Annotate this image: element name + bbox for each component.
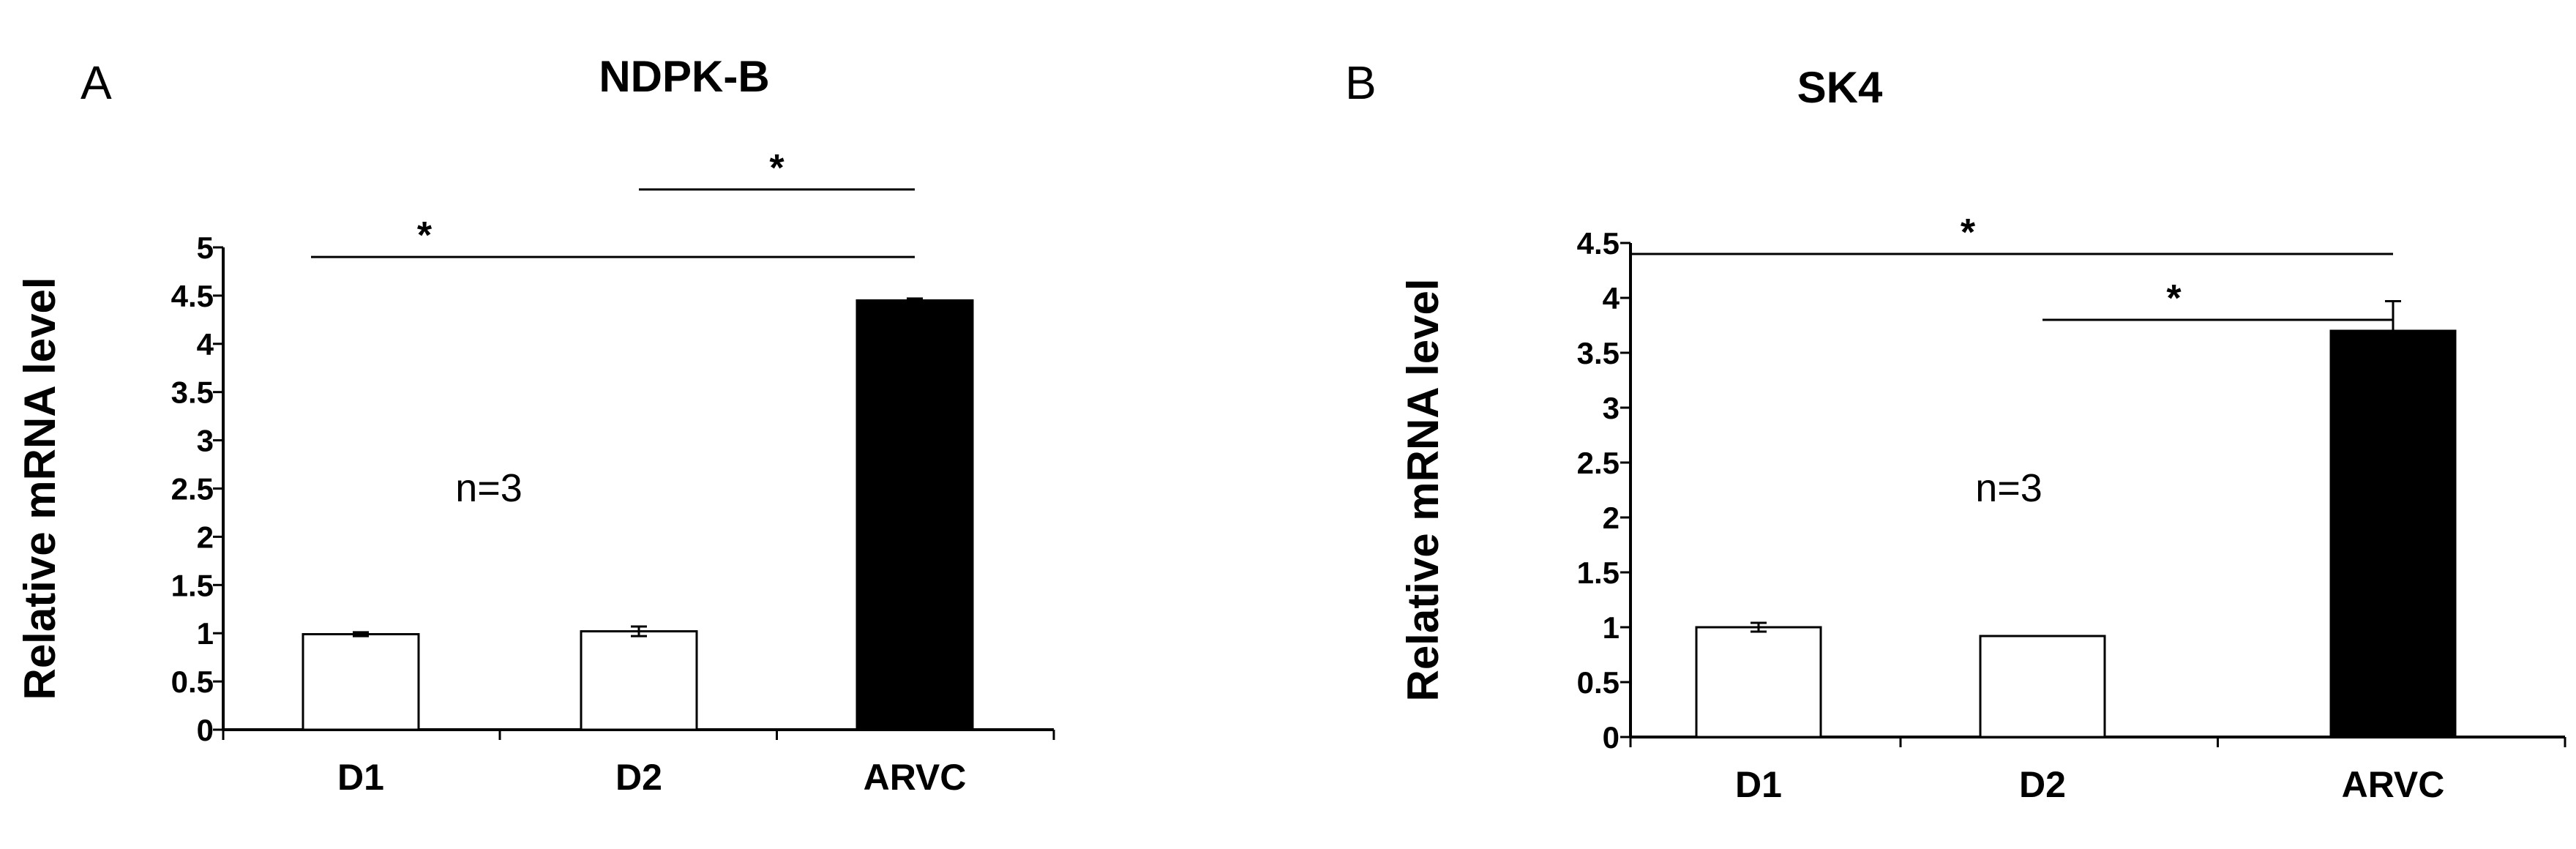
panel-label: A	[80, 56, 112, 109]
y-tick-label: 3.5	[171, 375, 214, 410]
bar-d1	[1695, 626, 1822, 738]
significance-star: *	[1961, 212, 1976, 254]
y-tick-label: 0	[1603, 720, 1620, 755]
x-tick-label-d1: D1	[1735, 764, 1782, 805]
x-tick-label-arvc: ARVC	[2342, 764, 2445, 805]
bar-d1	[302, 633, 420, 731]
sample-size-annotation: n=3	[1975, 466, 2043, 510]
x-tick-label-arvc: ARVC	[864, 757, 967, 798]
y-tick-label: 1.5	[1577, 556, 1620, 590]
y-tick-label: 5	[197, 231, 214, 265]
y-tick-label: 4.5	[171, 279, 214, 313]
bar-d2	[1979, 635, 2106, 738]
y-tick-label: 4	[197, 327, 214, 362]
y-tick-label: 2.5	[1577, 446, 1620, 480]
y-tick-label: 3	[197, 424, 214, 458]
y-tick-label: 1	[197, 616, 214, 651]
chart-panel-a: A NDPK-B Relative mRNA level 0 0.5 1 1.5 2 2.5 3 3…	[15, 52, 1055, 798]
bar-arvc	[855, 299, 974, 731]
y-tick-label: 2.5	[171, 472, 214, 506]
y-tick-label: 3.5	[1577, 336, 1620, 370]
x-tick-label-d2: D2	[615, 757, 662, 798]
x-tick-label-d1: D1	[337, 757, 384, 798]
y-tick-label: 4.5	[1577, 226, 1620, 261]
y-tick-label: 0.5	[171, 665, 214, 699]
y-tick-label: 0.5	[1577, 665, 1620, 700]
y-tick-label: 2	[1603, 501, 1620, 535]
x-tick-label-d2: D2	[2019, 764, 2066, 805]
y-tick-label: 3	[1603, 391, 1620, 425]
chart-panel-b: B SK4 Relative mRNA level 0 0.5 1 1.5 2 2.5 3 3.5 4…	[1345, 56, 2566, 805]
y-tick-label: 0	[197, 713, 214, 747]
significance-star: *	[769, 147, 785, 190]
panel-label: B	[1345, 56, 1377, 109]
y-axis-label: Relative mRNA level	[15, 277, 64, 700]
y-axis-label: Relative mRNA level	[1399, 278, 1448, 701]
y-tick-label: 1	[1603, 610, 1620, 645]
y-tick-label: 1.5	[171, 568, 214, 602]
sample-size-annotation: n=3	[455, 466, 523, 510]
chart-title: SK4	[1797, 63, 1883, 112]
significance-star: *	[2166, 277, 2182, 320]
y-tick-label: 4	[1603, 281, 1620, 315]
y-tick-label: 2	[197, 520, 214, 554]
bar-d2	[580, 630, 698, 731]
significance-star: *	[417, 214, 433, 257]
bar-arvc	[2329, 329, 2457, 738]
chart-title: NDPK-B	[599, 52, 769, 101]
